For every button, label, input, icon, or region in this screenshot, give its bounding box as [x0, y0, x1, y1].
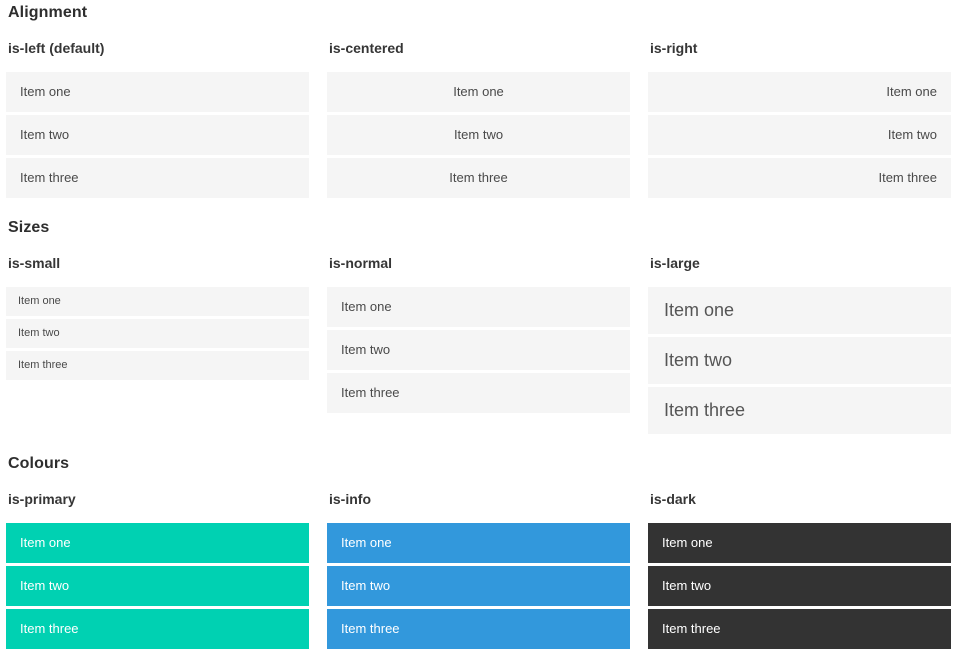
column-is-normal: is-normal Item one Item two Item three [327, 237, 630, 413]
list-normal: Item one Item two Item three [327, 287, 630, 413]
column-is-dark: is-dark Item one Item two Item three [648, 473, 951, 649]
group-label-is-left: is-left (default) [8, 40, 105, 56]
list-item[interactable]: Item one [327, 523, 630, 563]
list-item[interactable]: Item one [648, 72, 951, 112]
column-is-small: is-small Item one Item two Item three [6, 237, 309, 380]
section-sizes: Sizes is-small Item one Item two Item th… [6, 219, 951, 434]
group-label-is-centered: is-centered [329, 40, 404, 56]
group-label-is-primary: is-primary [8, 491, 76, 507]
column-is-centered: is-centered Item one Item two Item three [327, 22, 630, 198]
section-title-colours: Colours [8, 455, 70, 472]
list-item[interactable]: Item three [327, 158, 630, 198]
list-dark: Item one Item two Item three [648, 523, 951, 649]
list-item[interactable]: Item three [327, 373, 630, 413]
group-label-is-dark: is-dark [650, 491, 696, 507]
list-item[interactable]: Item two [6, 566, 309, 606]
list-right-aligned: Item one Item two Item three [648, 72, 951, 198]
list-item[interactable]: Item three [6, 609, 309, 649]
list-item[interactable]: Item one [6, 523, 309, 563]
list-small: Item one Item two Item three [6, 287, 309, 380]
list-item[interactable]: Item one [327, 72, 630, 112]
column-is-left: is-left (default) Item one Item two Item… [6, 22, 309, 198]
list-info: Item one Item two Item three [327, 523, 630, 649]
list-item[interactable]: Item three [648, 387, 951, 434]
list-item[interactable]: Item one [6, 72, 309, 112]
list-item[interactable]: Item three [6, 158, 309, 198]
list-item[interactable]: Item three [6, 351, 309, 380]
group-label-is-right: is-right [650, 40, 698, 56]
list-item[interactable]: Item one [327, 287, 630, 327]
list-item[interactable]: Item two [6, 115, 309, 155]
list-item[interactable]: Item three [327, 609, 630, 649]
list-item[interactable]: Item one [6, 287, 309, 316]
section-title-alignment: Alignment [8, 4, 88, 21]
list-item[interactable]: Item one [648, 523, 951, 563]
colours-grid: is-primary Item one Item two Item three … [6, 473, 951, 649]
list-item[interactable]: Item two [327, 115, 630, 155]
list-item[interactable]: Item two [327, 566, 630, 606]
group-label-is-large: is-large [650, 255, 700, 271]
alignment-grid: is-left (default) Item one Item two Item… [6, 22, 951, 198]
list-item[interactable]: Item two [648, 115, 951, 155]
list-item[interactable]: Item three [648, 158, 951, 198]
list-item[interactable]: Item two [648, 337, 951, 384]
column-is-right: is-right Item one Item two Item three [648, 22, 951, 198]
section-colours: Colours is-primary Item one Item two Ite… [6, 455, 951, 649]
list-item[interactable]: Item one [648, 287, 951, 334]
list-item[interactable]: Item two [6, 319, 309, 348]
group-label-is-normal: is-normal [329, 255, 393, 271]
column-is-large: is-large Item one Item two Item three [648, 237, 951, 434]
column-is-info: is-info Item one Item two Item three [327, 473, 630, 649]
list-left-aligned: Item one Item two Item three [6, 72, 309, 198]
section-alignment: Alignment is-left (default) Item one Ite… [6, 4, 951, 198]
section-title-sizes: Sizes [8, 219, 50, 236]
list-large: Item one Item two Item three [648, 287, 951, 434]
list-center-aligned: Item one Item two Item three [327, 72, 630, 198]
list-primary: Item one Item two Item three [6, 523, 309, 649]
column-is-primary: is-primary Item one Item two Item three [6, 473, 309, 649]
group-label-is-small: is-small [8, 255, 61, 271]
sizes-grid: is-small Item one Item two Item three is… [6, 237, 951, 434]
list-item[interactable]: Item two [327, 330, 630, 370]
list-item[interactable]: Item two [648, 566, 951, 606]
group-label-is-info: is-info [329, 491, 371, 507]
list-item[interactable]: Item three [648, 609, 951, 649]
